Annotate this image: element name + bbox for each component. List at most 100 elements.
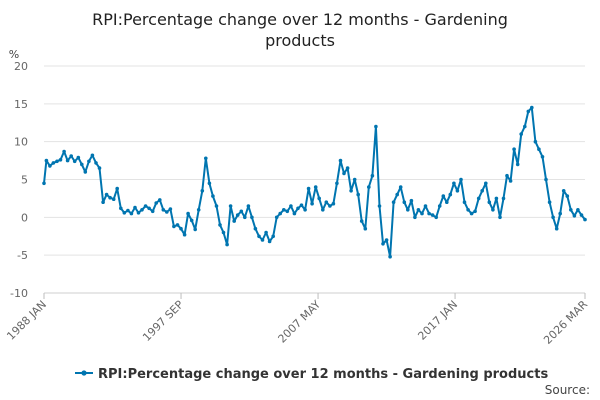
data-point[interactable] (526, 109, 531, 114)
data-point[interactable] (136, 211, 141, 215)
data-point[interactable] (147, 206, 151, 211)
data-point[interactable] (306, 186, 311, 191)
data-point[interactable] (501, 196, 506, 201)
data-point[interactable] (519, 132, 523, 136)
data-point[interactable] (533, 139, 538, 144)
data-point[interactable] (232, 219, 236, 223)
data-point[interactable] (101, 200, 105, 204)
data-point[interactable] (189, 218, 194, 223)
data-point[interactable] (175, 223, 180, 227)
data-point[interactable] (90, 153, 95, 158)
data-point[interactable] (158, 198, 162, 202)
data-point[interactable] (80, 162, 84, 167)
data-point[interactable] (374, 124, 378, 129)
data-point[interactable] (406, 208, 410, 212)
data-point[interactable] (264, 230, 268, 235)
data-point[interactable] (367, 185, 371, 189)
legend[interactable]: RPI:Percentage change over 12 months - G… (75, 367, 548, 382)
data-point[interactable] (335, 181, 339, 186)
data-point[interactable] (551, 215, 555, 220)
data-point[interactable] (87, 159, 91, 164)
data-point[interactable] (423, 204, 428, 208)
data-point[interactable] (94, 161, 98, 165)
data-point[interactable] (356, 192, 361, 197)
data-point[interactable] (544, 177, 548, 182)
data-point[interactable] (430, 213, 435, 217)
data-point[interactable] (384, 238, 389, 242)
data-point[interactable] (250, 215, 254, 220)
data-point[interactable] (253, 226, 258, 231)
data-point[interactable] (214, 204, 219, 208)
data-point[interactable] (133, 205, 137, 210)
data-point[interactable] (352, 177, 357, 182)
data-point[interactable] (243, 215, 247, 220)
data-point[interactable] (530, 105, 534, 110)
data-point[interactable] (58, 158, 63, 162)
data-point[interactable] (76, 155, 81, 160)
data-point[interactable] (331, 201, 336, 206)
data-point[interactable] (515, 162, 520, 167)
data-point[interactable] (579, 213, 584, 217)
data-point[interactable] (391, 200, 396, 204)
data-point[interactable] (143, 204, 148, 208)
data-point[interactable] (225, 242, 229, 247)
data-point[interactable] (310, 201, 314, 206)
data-point[interactable] (476, 196, 481, 201)
data-point[interactable] (235, 213, 240, 217)
data-point[interactable] (505, 173, 509, 178)
data-point[interactable] (221, 230, 226, 235)
data-point[interactable] (321, 208, 325, 212)
data-point[interactable] (200, 189, 205, 193)
data-point[interactable] (140, 208, 144, 212)
data-point[interactable] (111, 197, 116, 201)
data-point[interactable] (540, 155, 545, 159)
data-point[interactable] (122, 211, 127, 215)
data-point[interactable] (395, 192, 400, 197)
data-point[interactable] (204, 156, 208, 161)
data-point[interactable] (48, 164, 52, 168)
data-point[interactable] (246, 204, 251, 208)
data-point[interactable] (434, 215, 439, 220)
data-point[interactable] (466, 208, 470, 212)
data-point[interactable] (561, 189, 566, 193)
data-point[interactable] (313, 185, 318, 189)
data-point[interactable] (299, 203, 304, 207)
data-point[interactable] (445, 200, 449, 204)
data-point[interactable] (441, 194, 446, 198)
data-point[interactable] (409, 198, 414, 203)
data-point[interactable] (42, 181, 46, 186)
data-point[interactable] (448, 192, 453, 197)
data-point[interactable] (469, 211, 474, 216)
data-point[interactable] (179, 226, 183, 231)
data-point[interactable] (558, 211, 562, 216)
data-point[interactable] (324, 200, 329, 204)
data-point[interactable] (104, 192, 109, 197)
data-point[interactable] (459, 177, 463, 182)
data-point[interactable] (359, 219, 364, 223)
data-point[interactable] (328, 204, 332, 208)
data-point[interactable] (508, 179, 513, 183)
data-point[interactable] (150, 209, 155, 214)
data-point[interactable] (398, 185, 403, 189)
data-point[interactable] (193, 227, 197, 232)
data-point[interactable] (289, 204, 293, 208)
data-point[interactable] (161, 208, 166, 212)
data-point[interactable] (115, 186, 119, 191)
data-point[interactable] (182, 232, 187, 237)
data-point[interactable] (207, 181, 212, 186)
data-point[interactable] (211, 194, 215, 198)
data-point[interactable] (491, 208, 495, 212)
data-point[interactable] (69, 154, 73, 158)
data-point[interactable] (260, 238, 265, 242)
data-point[interactable] (218, 223, 222, 227)
data-point[interactable] (416, 208, 421, 212)
data-point[interactable] (569, 208, 573, 212)
data-point[interactable] (349, 189, 353, 193)
data-point[interactable] (427, 211, 431, 216)
data-point[interactable] (172, 224, 176, 229)
data-point[interactable] (62, 149, 66, 154)
data-point[interactable] (437, 204, 442, 208)
data-point[interactable] (282, 208, 286, 212)
data-point[interactable] (165, 210, 169, 214)
data-point[interactable] (274, 215, 279, 220)
